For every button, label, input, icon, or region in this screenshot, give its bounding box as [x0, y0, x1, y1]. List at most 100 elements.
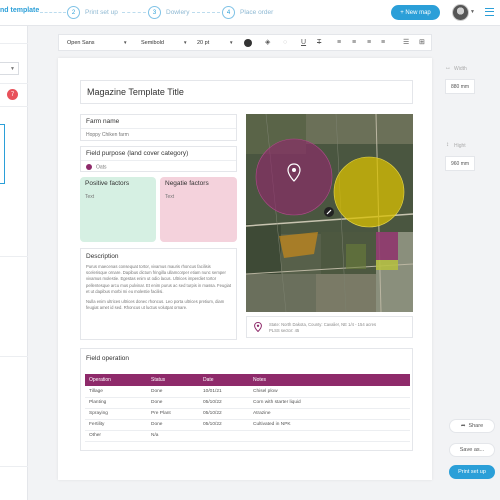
list-icon[interactable]: ☰ [403, 39, 410, 46]
text-toolbar: Open Sans ▼ Semibold ▼ 20 pt ▼ ◈ ○ U T ≡… [58, 34, 432, 51]
positive-factors-text: Text [85, 194, 95, 200]
step-print-setup[interactable]: 2 Print set up [67, 6, 118, 19]
left-sidebar: ▼ 7 [0, 26, 28, 500]
location-line: State: North Dakota, County: Cavalier, N… [269, 322, 377, 327]
table-cell: Pre Plant [147, 408, 199, 420]
operations-table: Operation Status Date Notes Tillage Done… [85, 374, 410, 442]
step-place-order[interactable]: 4 Place order [222, 6, 273, 19]
table-cell: Fertility [85, 419, 147, 431]
chevron-down-icon: ▼ [10, 66, 15, 72]
description-title: Description [86, 253, 119, 260]
step-connector [40, 12, 66, 13]
field-purpose-field[interactable]: Field purpose (land cover category) Oats [80, 146, 237, 172]
table-row: Planting Done 05/10/22 Corn with starter… [85, 397, 410, 409]
table-cell: Planting [85, 397, 147, 409]
table-cell: 05/10/22 [199, 397, 249, 409]
edit-pencil-stroke [326, 209, 332, 215]
step-label: Print set up [85, 9, 118, 16]
table-row: Tillage Done 10/01/21 Chisel plow [85, 386, 410, 398]
page-title[interactable]: Magazine Template Title [80, 80, 413, 104]
step-label: Dowlery [166, 9, 190, 16]
font-size-value: 20 pt [197, 39, 210, 46]
table-row: Fertility Done 05/10/22 Cultivated in NP… [85, 419, 410, 431]
map-image[interactable] [246, 114, 413, 312]
avatar[interactable] [452, 4, 469, 21]
share-button[interactable]: ➦ Share [449, 419, 495, 433]
menu-icon[interactable] [485, 8, 494, 16]
step-number: 3 [148, 6, 161, 19]
description-box[interactable]: Description Purus maecenas consequat tor… [80, 248, 237, 340]
field-operation-box[interactable]: Field operation Operation Status Date No… [80, 348, 413, 451]
description-paragraph: Purus maecenas consequat tortor, vivamus… [86, 264, 232, 294]
satellite-map [246, 114, 413, 312]
align-right-icon[interactable]: ≡ [367, 39, 372, 46]
location-line: PLSS sector: 45 [269, 328, 300, 333]
step-connector [122, 12, 146, 13]
chevron-down-icon[interactable]: ▼ [183, 40, 188, 45]
table-cell: Atrazine [249, 408, 410, 420]
column-header: Notes [249, 374, 410, 386]
table-cell: 05/10/22 [199, 419, 249, 431]
map-pin-dot [292, 168, 296, 172]
negative-factors-text: Text [165, 194, 175, 200]
step-delivery[interactable]: 3 Dowlery [148, 6, 189, 19]
field-divider [81, 128, 236, 129]
fill-bucket-icon[interactable]: ◈ [265, 39, 271, 46]
share-label: Share [468, 423, 484, 429]
strikethrough-icon[interactable]: T [317, 39, 322, 46]
negative-factors-box[interactable]: Negatie factors Text [160, 177, 237, 242]
sidebar-divider [0, 466, 28, 467]
table-cell: Tillage [85, 386, 147, 398]
align-justify-icon[interactable]: ≡ [381, 39, 386, 46]
sidebar-selected-panel[interactable] [0, 124, 5, 184]
sidebar-select[interactable]: ▼ [0, 62, 19, 75]
table-cell: 05/10/22 [199, 408, 249, 420]
font-family-select[interactable]: Open Sans [67, 35, 95, 50]
farm-name-field[interactable]: Farm name Hoppy Chiken farm [80, 114, 237, 141]
table-icon[interactable]: ⊞ [419, 39, 425, 46]
template-name: nd template [0, 7, 40, 14]
positive-factors-title: Positive factors [85, 180, 130, 187]
table-row: Spraying Pre Plant 05/10/22 Atrazine [85, 408, 410, 420]
negative-factors-title: Negatie factors [165, 180, 209, 187]
align-left-icon[interactable]: ≡ [337, 39, 342, 46]
width-input[interactable]: 880 mm [445, 79, 475, 94]
table-cell: Done [147, 397, 199, 409]
table-cell: Corn with starter liquid [249, 397, 410, 409]
font-weight-value: Semibold [141, 39, 164, 46]
table-cell [199, 430, 249, 442]
table-row: Other N/a [85, 430, 410, 442]
top-bar: nd template 2 Print set up 3 Dowlery 4 P… [0, 0, 500, 26]
sidebar-divider [0, 356, 28, 357]
land-cover-color-dot [86, 164, 92, 170]
chevron-down-icon[interactable]: ▼ [123, 40, 128, 45]
location-info: State: North Dakota, County: Cavalier, N… [246, 316, 413, 338]
table-cell: Done [147, 419, 199, 431]
notification-badge: 7 [7, 89, 18, 100]
print-setup-button[interactable]: Print set up [449, 465, 495, 479]
table-cell: N/a [147, 430, 199, 442]
underline-icon[interactable]: U [301, 39, 307, 46]
font-family-value: Open Sans [67, 39, 95, 46]
farm-name-value: Hoppy Chiken farm [86, 132, 129, 138]
font-size-select[interactable]: 20 pt [197, 35, 209, 50]
location-text: State: North Dakota, County: Cavalier, N… [269, 322, 376, 334]
positive-factors-box[interactable]: Positive factors Text [80, 177, 156, 242]
land-cover-label: Oats [96, 164, 107, 171]
align-center-icon[interactable]: ≡ [352, 39, 357, 46]
height-input[interactable]: 960 mm [445, 156, 475, 171]
width-label: Width [454, 66, 467, 72]
table-cell [249, 430, 410, 442]
field-purpose-title: Field purpose (land cover category) [86, 150, 189, 157]
sidebar-divider [0, 256, 28, 257]
new-map-button[interactable]: + New map [391, 5, 440, 20]
text-color-picker[interactable] [244, 39, 252, 47]
no-fill-icon[interactable]: ○ [283, 39, 288, 46]
chevron-down-icon[interactable]: ▼ [229, 40, 234, 45]
table-cell: Done [147, 386, 199, 398]
field-purpose-value: Oats [81, 161, 236, 170]
save-as-button[interactable]: Save as... [449, 443, 495, 457]
chevron-down-icon[interactable]: ▼ [470, 9, 475, 15]
table-header-row: Operation Status Date Notes [85, 374, 410, 386]
font-weight-select[interactable]: Semibold [141, 35, 164, 50]
